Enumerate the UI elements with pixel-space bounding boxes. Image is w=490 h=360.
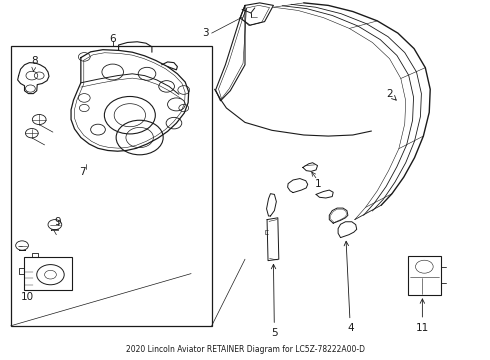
Text: 7: 7 (79, 167, 86, 177)
Bar (408, 256, 441, 295)
Text: 1: 1 (315, 179, 322, 189)
Text: 2: 2 (386, 89, 396, 100)
Text: 8: 8 (31, 56, 38, 72)
Text: 3: 3 (202, 28, 209, 38)
Bar (24, 257, 72, 290)
Text: 11: 11 (416, 299, 429, 333)
Text: 10: 10 (21, 292, 33, 302)
Text: 2020 Lincoln Aviator RETAINER Diagram for LC5Z-78222A00-D: 2020 Lincoln Aviator RETAINER Diagram fo… (125, 346, 365, 354)
Text: 5: 5 (271, 264, 278, 338)
Text: 9: 9 (54, 217, 61, 228)
Text: 6: 6 (109, 33, 116, 44)
Bar (11, 46, 212, 326)
Text: 4: 4 (344, 241, 354, 333)
